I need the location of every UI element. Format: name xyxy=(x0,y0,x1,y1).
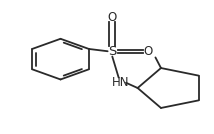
Text: O: O xyxy=(108,11,117,24)
Text: S: S xyxy=(108,45,116,58)
Text: HN: HN xyxy=(112,76,129,89)
Text: O: O xyxy=(144,45,153,58)
